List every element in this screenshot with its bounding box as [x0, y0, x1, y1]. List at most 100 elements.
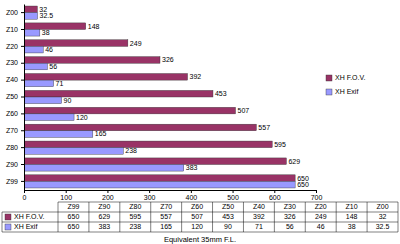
x-tick-label: 100 — [60, 194, 72, 201]
table-header: Z40 — [253, 203, 265, 210]
data-label: 249 — [130, 40, 142, 47]
y-tick-label: Z40 — [6, 76, 18, 83]
y-tick: Z60 — [6, 110, 24, 117]
table-cell: 650 — [68, 213, 80, 220]
table-rule — [181, 202, 182, 232]
data-label: 32.5 — [40, 12, 54, 19]
table-rule — [2, 232, 398, 233]
y-tick-mark — [21, 164, 24, 165]
bars — [24, 6, 295, 188]
y-axis: Z99Z90Z80Z70Z60Z50Z40Z30Z20Z10Z00 — [6, 5, 25, 191]
legend-key — [326, 75, 332, 81]
y-tick-label: Z30 — [6, 59, 18, 66]
y-tick: Z10 — [6, 26, 24, 33]
x-tick: 300 — [144, 190, 156, 201]
legend: XH F.O.V. XH Exif — [326, 74, 366, 95]
x-tick-mark — [66, 190, 67, 193]
table-cell: 38 — [348, 223, 356, 230]
bar — [24, 74, 188, 81]
table-rule — [367, 202, 368, 232]
y-tick-mark — [21, 147, 24, 148]
x-tick-mark — [149, 190, 150, 193]
table-cell: 32.5 — [376, 223, 390, 230]
x-tick: 500 — [227, 190, 239, 201]
table-rule — [150, 202, 151, 232]
table-header: Z90 — [98, 203, 110, 210]
data-label: 56 — [49, 63, 57, 70]
bar — [24, 90, 213, 97]
y-tick-label: Z10 — [6, 26, 18, 33]
table-cell: 249 — [315, 213, 327, 220]
legend-label: XH F.O.V. — [335, 74, 366, 81]
data-label: 650 — [297, 181, 309, 188]
x-axis-title: Equivalent 35mm F.L. — [164, 235, 236, 244]
data-label: 165 — [95, 130, 107, 137]
legend-key — [326, 89, 332, 95]
table-cell: 90 — [224, 223, 232, 230]
y-tick: Z00 — [6, 9, 24, 16]
table-rule — [58, 202, 398, 203]
table-header: Z10 — [346, 203, 358, 210]
bar — [24, 40, 128, 47]
x-tick-label: 600 — [269, 194, 281, 201]
legend-label: XH Exif — [335, 88, 358, 95]
x-tick-label: 300 — [144, 194, 156, 201]
data-label: 595 — [274, 141, 286, 148]
table-rule — [305, 202, 306, 232]
table-cell: 120 — [191, 223, 203, 230]
y-tick: Z30 — [6, 59, 24, 66]
y-tick-label: Z80 — [6, 144, 18, 151]
y-tick-label: Z70 — [6, 127, 18, 134]
table-header: Z30 — [284, 203, 296, 210]
chart-svg: 6506295955575074533923262491483265038323… — [0, 0, 400, 244]
table-header: Z00 — [377, 203, 389, 210]
table-rule — [58, 202, 59, 232]
table-rule — [2, 222, 398, 223]
bar — [24, 13, 38, 20]
y-tick-mark — [21, 181, 24, 182]
data-label: 120 — [76, 114, 88, 121]
bar — [24, 57, 160, 64]
table-header: Z70 — [160, 203, 172, 210]
table-rule — [2, 212, 3, 232]
y-tick-label: Z00 — [6, 9, 18, 16]
x-tick: 100 — [60, 190, 72, 201]
table-rule — [243, 202, 244, 232]
data-label: 38 — [42, 29, 50, 36]
x-tick-mark — [316, 190, 317, 193]
table-cell: 32 — [379, 213, 387, 220]
x-tick: 400 — [186, 190, 198, 201]
x-axis: 0100200300400500600700 — [23, 190, 323, 201]
data-label: 557 — [258, 124, 270, 131]
bar — [24, 131, 93, 138]
table-rule — [274, 202, 275, 232]
data-label: 453 — [215, 90, 227, 97]
table-cell: 595 — [129, 213, 141, 220]
data-table: Z99Z90Z80Z70Z60Z50Z40Z30Z20Z10Z00XH F.O.… — [2, 202, 398, 232]
y-tick-mark — [21, 63, 24, 64]
x-tick-label: 500 — [227, 194, 239, 201]
y-tick: Z40 — [6, 76, 24, 83]
y-tick: Z99 — [6, 178, 24, 185]
data-label: 238 — [125, 147, 137, 154]
data-label: 148 — [88, 23, 100, 30]
y-tick-label: Z90 — [6, 161, 18, 168]
y-tick-mark — [21, 29, 24, 30]
chart-container: 6506295955575074533923262491483265038323… — [0, 0, 400, 244]
data-labels: 6506295955575074533923262491483265038323… — [39, 6, 309, 188]
x-tick: 200 — [102, 190, 114, 201]
table-legend-key — [5, 224, 11, 230]
bar — [24, 148, 123, 155]
table-cell: 453 — [222, 213, 234, 220]
table-cell: 557 — [160, 213, 172, 220]
bar — [24, 165, 184, 172]
data-label: 392 — [190, 73, 202, 80]
bar — [24, 6, 37, 13]
y-tick-mark — [21, 12, 24, 13]
table-rule — [212, 202, 213, 232]
data-label: 90 — [64, 97, 72, 104]
table-rule — [88, 202, 89, 232]
bar — [24, 141, 272, 148]
table-cell: 148 — [346, 213, 358, 220]
bar — [24, 97, 62, 104]
